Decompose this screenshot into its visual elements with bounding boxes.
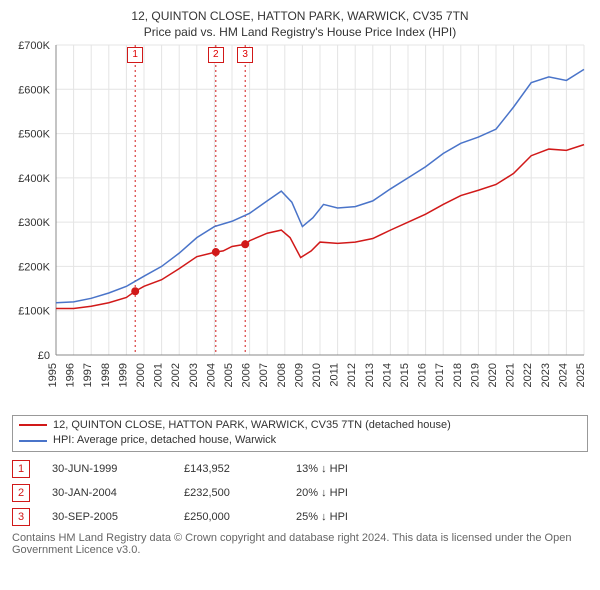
legend-swatch: [19, 424, 47, 426]
legend: 12, QUINTON CLOSE, HATTON PARK, WARWICK,…: [12, 415, 588, 452]
svg-text:1997: 1997: [82, 363, 94, 387]
page: { "title": "12, QUINTON CLOSE, HATTON PA…: [0, 0, 600, 590]
svg-text:2024: 2024: [557, 363, 569, 387]
svg-text:2000: 2000: [135, 363, 147, 387]
svg-text:2018: 2018: [452, 363, 464, 387]
svg-text:£600K: £600K: [18, 84, 50, 96]
svg-text:2007: 2007: [258, 363, 270, 387]
svg-text:2012: 2012: [346, 363, 358, 387]
chart-area: £0£100K£200K£300K£400K£500K£600K£700K199…: [56, 45, 592, 405]
sale-price: £143,952: [184, 463, 274, 475]
sale-date: 30-JAN-2004: [52, 487, 162, 499]
svg-text:£100K: £100K: [18, 306, 50, 318]
svg-text:2002: 2002: [170, 363, 182, 387]
legend-row: HPI: Average price, detached house, Warw…: [19, 433, 581, 448]
sale-badge: 3: [12, 508, 30, 526]
svg-text:2008: 2008: [276, 363, 288, 387]
svg-text:2001: 2001: [153, 363, 165, 387]
svg-text:2009: 2009: [293, 363, 305, 387]
svg-text:£500K: £500K: [18, 128, 50, 140]
svg-text:2019: 2019: [469, 363, 481, 387]
sale-badge: 1: [12, 460, 30, 478]
svg-text:2017: 2017: [434, 363, 446, 387]
svg-text:2015: 2015: [399, 363, 411, 387]
chart-svg: £0£100K£200K£300K£400K£500K£600K£700K199…: [56, 45, 584, 405]
svg-text:£400K: £400K: [18, 173, 50, 185]
svg-text:2010: 2010: [311, 363, 323, 387]
sale-price: £232,500: [184, 487, 274, 499]
sale-delta: 13% ↓ HPI: [296, 463, 348, 475]
footer-text: Contains HM Land Registry data © Crown c…: [12, 532, 588, 556]
sale-delta: 25% ↓ HPI: [296, 511, 348, 523]
sale-callout: 2: [208, 47, 224, 63]
svg-text:2023: 2023: [540, 363, 552, 387]
sale-row: 1 30-JUN-1999 £143,952 13% ↓ HPI: [12, 460, 588, 478]
sales-list: 1 30-JUN-1999 £143,952 13% ↓ HPI 2 30-JAN-200…: [12, 460, 588, 526]
svg-text:2006: 2006: [241, 363, 253, 387]
sale-delta: 20% ↓ HPI: [296, 487, 348, 499]
svg-text:£0: £0: [38, 350, 50, 362]
svg-text:2003: 2003: [188, 363, 200, 387]
legend-label: 12, QUINTON CLOSE, HATTON PARK, WARWICK,…: [53, 418, 451, 433]
chart-subtitle: Price paid vs. HM Land Registry's House …: [8, 25, 592, 39]
svg-text:2020: 2020: [487, 363, 499, 387]
chart-title: 12, QUINTON CLOSE, HATTON PARK, WARWICK,…: [8, 8, 592, 25]
svg-text:1995: 1995: [47, 363, 59, 387]
svg-text:2021: 2021: [505, 363, 517, 387]
svg-text:2013: 2013: [364, 363, 376, 387]
svg-text:2005: 2005: [223, 363, 235, 387]
sale-row: 2 30-JAN-2004 £232,500 20% ↓ HPI: [12, 484, 588, 502]
sale-date: 30-JUN-1999: [52, 463, 162, 475]
svg-text:1999: 1999: [117, 363, 129, 387]
svg-text:£700K: £700K: [18, 40, 50, 52]
legend-row: 12, QUINTON CLOSE, HATTON PARK, WARWICK,…: [19, 418, 581, 433]
sale-callout: 1: [127, 47, 143, 63]
svg-text:1996: 1996: [65, 363, 77, 387]
svg-text:1998: 1998: [100, 363, 112, 387]
sale-date: 30-SEP-2005: [52, 511, 162, 523]
svg-text:2011: 2011: [329, 363, 341, 387]
sale-price: £250,000: [184, 511, 274, 523]
svg-text:£200K: £200K: [18, 261, 50, 273]
svg-text:2022: 2022: [522, 363, 534, 387]
svg-text:2014: 2014: [381, 363, 393, 387]
svg-text:2025: 2025: [575, 363, 587, 387]
sale-row: 3 30-SEP-2005 £250,000 25% ↓ HPI: [12, 508, 588, 526]
svg-text:£300K: £300K: [18, 217, 50, 229]
svg-text:2016: 2016: [417, 363, 429, 387]
legend-swatch: [19, 440, 47, 442]
sale-badge: 2: [12, 484, 30, 502]
sale-callout: 3: [237, 47, 253, 63]
svg-text:2004: 2004: [205, 363, 217, 387]
legend-label: HPI: Average price, detached house, Warw…: [53, 433, 276, 448]
